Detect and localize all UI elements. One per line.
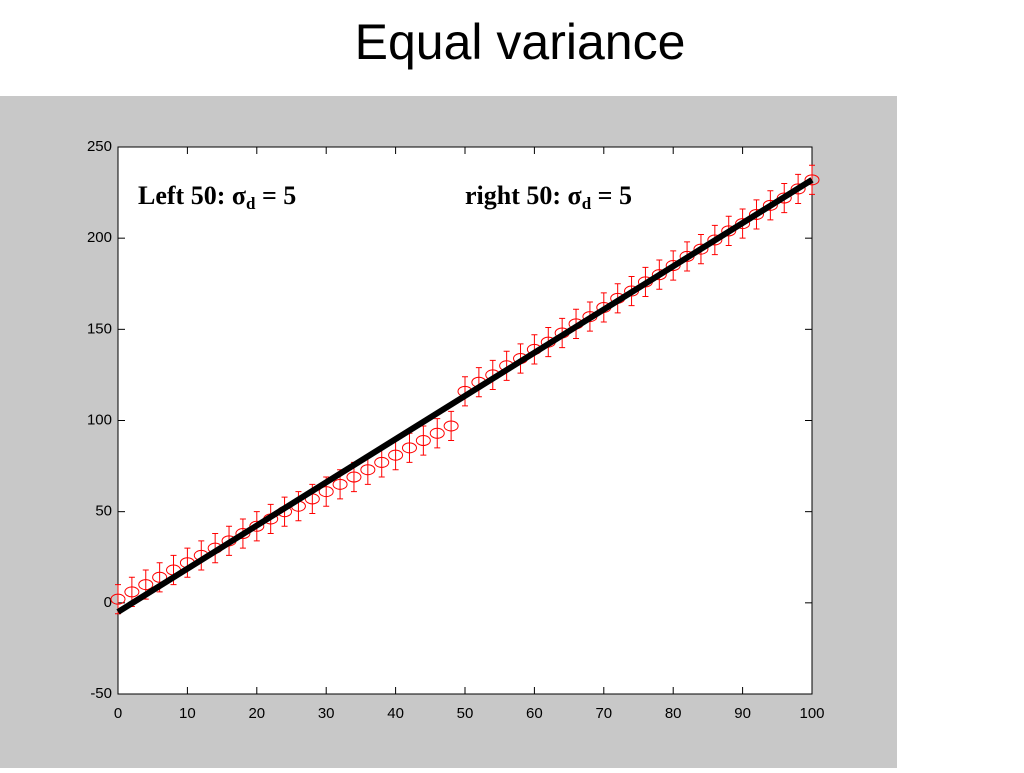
- x-tick-label: 80: [665, 705, 682, 722]
- marker: [124, 586, 140, 598]
- error-bar: [489, 359, 496, 391]
- x-tick-label: 30: [318, 705, 335, 722]
- marker: [721, 225, 737, 237]
- error-bar: [503, 350, 510, 381]
- y-tick-label: 0: [104, 594, 112, 611]
- x-tick-label: 20: [248, 705, 265, 722]
- marker: [138, 579, 154, 591]
- y-tick-label: 200: [87, 229, 112, 246]
- error-bar: [434, 418, 441, 449]
- x-tick-label: 40: [387, 705, 404, 722]
- x-tick-label: 0: [114, 705, 122, 722]
- annotation-text: = 5: [255, 181, 296, 210]
- marker: [388, 449, 404, 461]
- marker: [693, 243, 709, 255]
- marker: [665, 260, 681, 272]
- x-tick-label: 60: [526, 705, 543, 722]
- marker: [346, 471, 362, 483]
- annotation-text: = 5: [591, 181, 632, 210]
- marker: [762, 199, 778, 211]
- marker: [790, 183, 806, 195]
- marker: [443, 420, 459, 432]
- marker: [332, 478, 348, 490]
- marker: [360, 464, 376, 476]
- x-tick-label: 100: [799, 705, 824, 722]
- marker: [401, 442, 417, 454]
- x-tick-label: 50: [457, 705, 474, 722]
- error-bar: [448, 410, 455, 442]
- error-bar: [462, 376, 468, 407]
- x-tick-label: 10: [179, 705, 196, 722]
- y-tick-label: -50: [90, 685, 112, 702]
- annotation: Left 50: σd = 5: [138, 181, 296, 213]
- marker: [735, 218, 751, 230]
- y-tick-label: 100: [87, 411, 112, 428]
- y-tick-label: 50: [95, 503, 112, 520]
- error-bar: [475, 367, 482, 398]
- marker: [707, 234, 723, 246]
- x-tick-label: 70: [595, 705, 612, 722]
- x-tick-label: 90: [734, 705, 751, 722]
- error-bar: [198, 540, 205, 571]
- marker: [374, 456, 390, 468]
- marker: [235, 528, 251, 540]
- fit-line: [116, 177, 814, 615]
- marker: [415, 435, 431, 447]
- slide-title: Equal variance: [355, 14, 686, 70]
- annotation-text: right 50: σ: [465, 181, 582, 210]
- marker: [804, 174, 820, 186]
- marker: [651, 269, 667, 281]
- error-bar: [184, 547, 191, 578]
- marker: [110, 593, 126, 605]
- marker: [249, 520, 265, 532]
- annotation-subscript: d: [246, 194, 256, 213]
- annotation: right 50: σd = 5: [465, 181, 632, 213]
- annotation-text: Left 50: σ: [138, 181, 246, 210]
- marker: [748, 208, 764, 220]
- marker: [429, 427, 445, 439]
- marker: [318, 486, 334, 498]
- y-tick-label: 250: [87, 138, 112, 155]
- marker: [152, 571, 168, 583]
- plot-area: [117, 146, 813, 695]
- y-tick-label: 150: [87, 320, 112, 337]
- annotation-subscript: d: [582, 194, 592, 213]
